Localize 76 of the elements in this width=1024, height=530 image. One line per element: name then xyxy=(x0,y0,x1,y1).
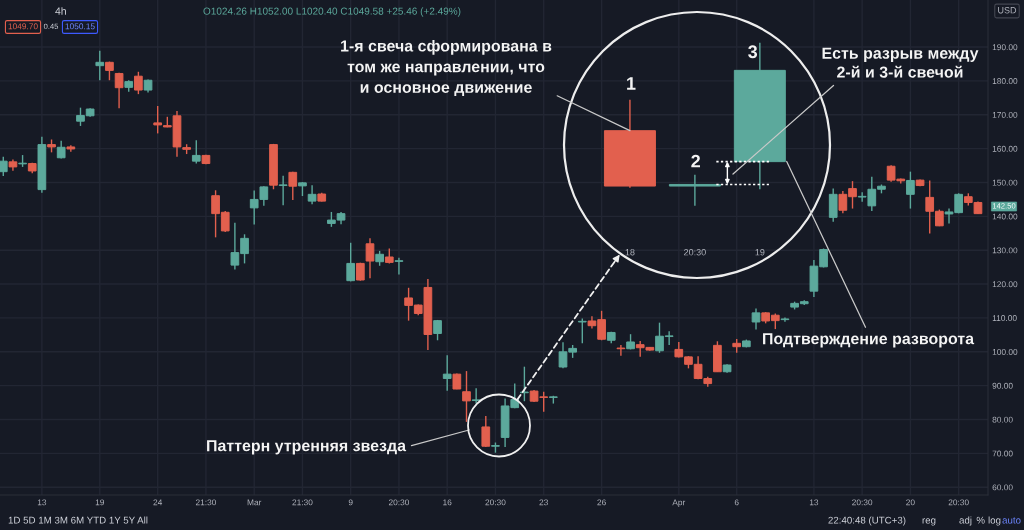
candlestick xyxy=(616,344,626,357)
annotation: 2 xyxy=(691,154,700,168)
x-tick-label: Mar xyxy=(247,499,262,506)
candlestick xyxy=(278,175,288,206)
x-tick-label: 18 xyxy=(625,249,635,256)
x-tick-label: 20:30 xyxy=(948,499,969,506)
x-tick-label: 20:30 xyxy=(485,499,506,506)
text: auto xyxy=(1002,517,1021,524)
candlestick xyxy=(577,317,587,345)
annotation: 4h xyxy=(55,7,66,15)
candlestick xyxy=(668,173,721,207)
candlestick xyxy=(0,156,8,177)
candlestick xyxy=(394,256,404,276)
candlestick xyxy=(751,307,761,331)
candlestick xyxy=(346,242,356,283)
candlestick xyxy=(307,184,317,205)
candlestick xyxy=(906,170,915,210)
text: log xyxy=(988,516,1001,526)
y-tick-label: 60.00 xyxy=(992,484,1013,491)
y-tick-label: 190.00 xyxy=(992,44,1018,51)
x-tick-label: 21:30 xyxy=(195,499,217,506)
x-tick-label: 20 xyxy=(906,499,915,506)
y-tick-label: 170.00 xyxy=(992,111,1018,118)
candlestick xyxy=(95,50,105,81)
annotation: Подтверждение разворота xyxy=(763,333,975,348)
x-tick-label: 24 xyxy=(153,499,163,506)
text: reg xyxy=(922,518,936,526)
x-tick-label: 26 xyxy=(597,499,606,506)
x-tick-label: 19 xyxy=(755,249,765,256)
x-tick-label: 19 xyxy=(95,499,105,506)
y-tick-label: 160.00 xyxy=(992,145,1018,152)
annotation: 3 xyxy=(748,45,758,59)
annotation: Паттерн утренняя звезда xyxy=(207,440,407,455)
x-tick-label: 20:30 xyxy=(852,499,873,506)
y-tick-label: 100.00 xyxy=(992,348,1018,355)
y-tick-label: 120.00 xyxy=(992,281,1018,288)
candlestick xyxy=(114,72,124,110)
x-tick-label: 9 xyxy=(348,499,353,506)
candlestick xyxy=(520,365,529,402)
x-tick-label: 16 xyxy=(443,499,452,506)
x-tick-label: 23 xyxy=(539,499,548,506)
candlestick xyxy=(462,370,471,423)
candlestick xyxy=(191,139,201,165)
x-tick-label: 13 xyxy=(809,499,819,506)
text: adj xyxy=(959,516,972,526)
y-tick-label: 180.00 xyxy=(992,78,1018,85)
candlestick xyxy=(481,415,491,448)
annotation: Есть разрыв между 2-й и 3-й свечой xyxy=(822,47,979,78)
x-tick-label: 6 xyxy=(734,499,739,506)
text: 22:40:48 (UTC+3) xyxy=(828,516,906,526)
annotation: 1049.70 xyxy=(8,23,38,30)
annotation: O1024.26 H1052.00 L1020.40 C1049.58 +25.46 (+2.49%) xyxy=(203,7,461,17)
y-tick-label: 150.00 xyxy=(992,179,1018,186)
y-tick-label: 70.00 xyxy=(992,450,1013,457)
y-tick-label: 130.00 xyxy=(992,247,1018,254)
y-tick-label: 110.00 xyxy=(992,315,1017,322)
x-tick-label: 21:30 xyxy=(292,499,313,506)
text: 1D 5D 1M 3M 6M YTD 1Y 5Y All xyxy=(8,516,148,524)
candlestick xyxy=(288,170,298,201)
candlestick xyxy=(365,237,375,280)
candlestick xyxy=(828,187,838,223)
y-tick-label: 80.00 xyxy=(992,416,1013,423)
y-tick-label: 140.00 xyxy=(992,213,1018,220)
x-tick-label: 13 xyxy=(37,499,47,506)
text: USD xyxy=(998,7,1017,14)
candlestick xyxy=(442,354,452,392)
x-tick-label: Apr xyxy=(672,499,686,507)
y-tick-label: 90.00 xyxy=(992,382,1013,389)
x-tick-label: 20:30 xyxy=(388,499,410,506)
annotation: 1-я свеча сформирована в том же направлении, что и основное движение xyxy=(341,39,552,96)
annotation: 1050.15 xyxy=(65,23,95,30)
text: % xyxy=(976,516,985,524)
x-tick-label: 20:30 xyxy=(684,249,706,256)
candlestick xyxy=(134,71,143,95)
candlestick xyxy=(471,387,481,405)
annotation: 1 xyxy=(627,77,636,90)
